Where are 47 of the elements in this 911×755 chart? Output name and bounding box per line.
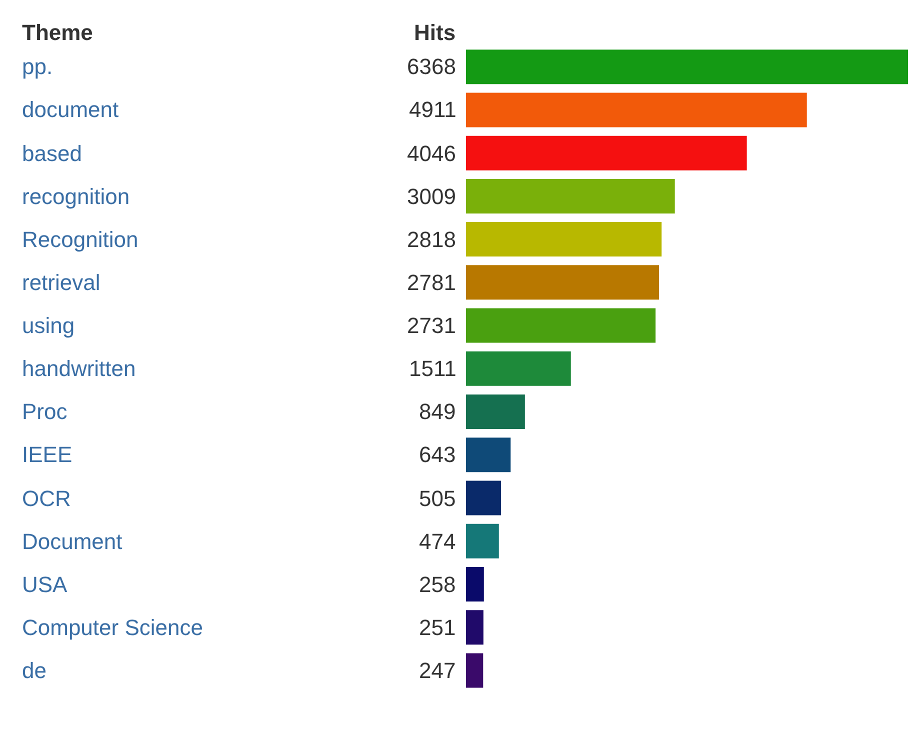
y-tick-label: Computer Science [22,615,203,640]
data-label: 4911 [409,97,456,122]
bar [466,222,662,257]
bar [466,92,807,128]
y-axis-title: Theme [22,20,93,45]
data-label: 258 [419,572,456,597]
y-tick-label: recognition [22,184,130,209]
y-tick-label: Recognition [22,227,138,252]
bar [466,351,571,386]
bar [466,136,747,170]
bar [466,394,525,430]
bar [466,610,484,645]
y-tick-label: using [22,313,75,338]
bar [466,265,660,300]
bar [466,653,484,688]
bar [466,308,656,343]
data-label: 2781 [407,270,456,295]
y-tick-label: Proc [22,399,68,424]
data-label: 849 [419,399,456,424]
data-label: 3009 [407,184,456,209]
y-tick-label: USA [22,572,68,597]
data-label: 251 [419,615,456,640]
data-label: 247 [419,658,456,683]
data-label: 4046 [407,141,456,166]
y-tick-label: document [22,97,119,122]
data-label: 474 [419,529,456,554]
x-axis-title: Hits [414,20,456,45]
y-tick-label: handwritten [22,356,136,381]
bar [466,567,484,602]
data-label: 2818 [407,227,456,252]
bar [466,178,675,214]
data-label: 643 [419,442,456,467]
data-label: 6368 [407,54,456,79]
y-tick-label: OCR [22,486,71,511]
y-tick-label: retrieval [22,270,100,295]
bar [466,50,908,84]
y-tick-label: IEEE [22,442,72,467]
y-tick-label: Document [22,529,122,554]
data-label: 1511 [409,356,456,381]
y-tick-label: pp. [22,54,53,79]
data-label: 505 [419,486,456,511]
y-tick-label: de [22,658,46,683]
bar [466,438,511,472]
bar [466,480,502,516]
y-tick-label: based [22,141,82,166]
bar [466,524,499,558]
data-label: 2731 [407,313,456,338]
